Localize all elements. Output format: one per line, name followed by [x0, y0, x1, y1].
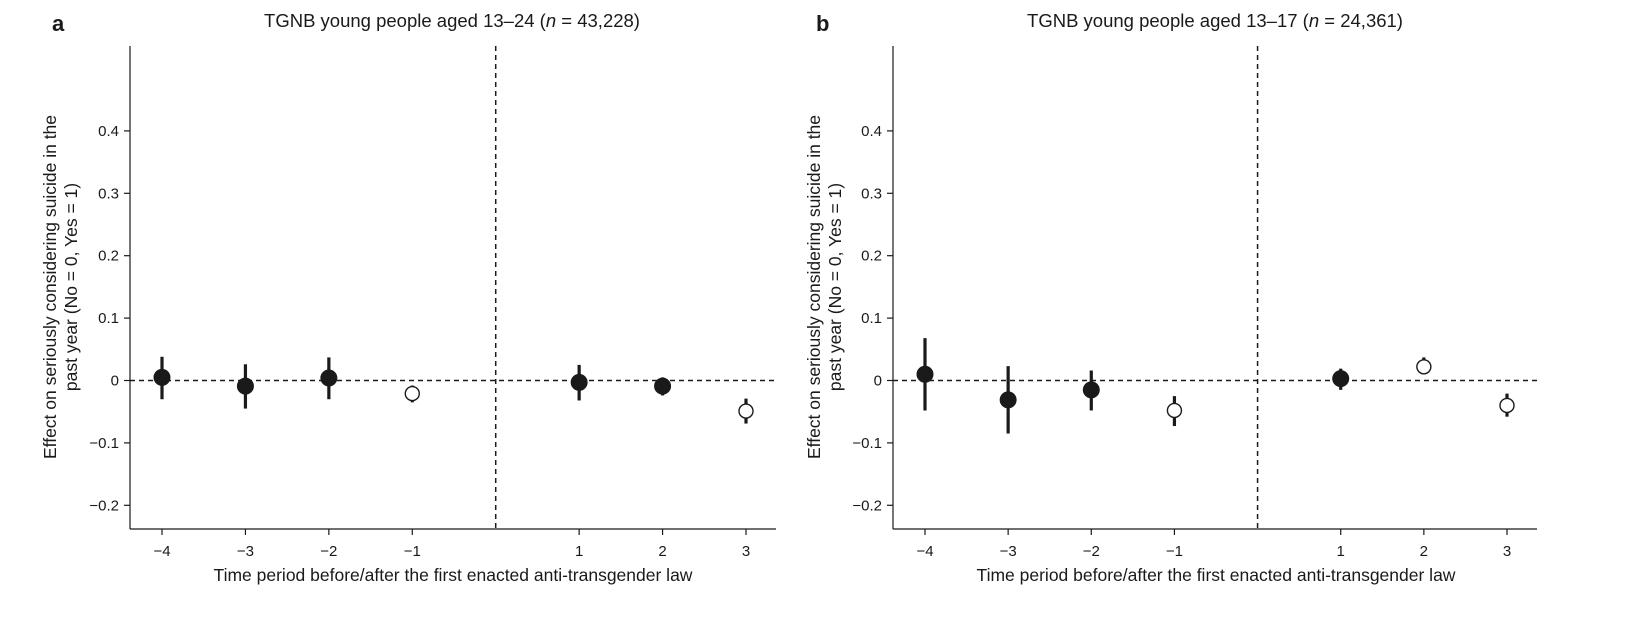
y-tick-label: −0.1: [89, 435, 119, 452]
x-tick-label: 2: [658, 543, 666, 560]
x-axis-label: Time period before/after the first enact…: [214, 565, 693, 585]
y-tick-label: 0.1: [861, 310, 882, 327]
x-tick-label: −2: [1083, 543, 1100, 560]
y-axis-label-line1: Effect on seriously considering suicide …: [40, 115, 60, 459]
y-tick-label: 0.2: [861, 248, 882, 265]
y-tick-label: 0.4: [861, 123, 882, 140]
y-axis-label-line2: past year (No = 0, Yes = 1): [825, 183, 845, 391]
y-tick-label: −0.2: [852, 497, 882, 514]
point-estimate-filled: [1082, 381, 1100, 399]
x-tick-label: 3: [742, 543, 750, 560]
panel-title: TGNB young people aged 13–24 (n = 43,228…: [264, 10, 640, 31]
panel-title-rest: = 43,228): [556, 10, 640, 31]
y-tick-label: 0.1: [98, 310, 119, 327]
y-tick-label: 0: [111, 373, 119, 390]
x-tick-label: −4: [153, 543, 170, 560]
x-tick-label: −3: [1000, 543, 1017, 560]
panel-title-n: n: [546, 10, 556, 31]
y-tick-label: 0.4: [98, 123, 119, 140]
y-tick-label: 0.3: [861, 185, 882, 202]
panel-title-n: n: [1309, 10, 1319, 31]
x-tick-label: −2: [320, 543, 337, 560]
y-axis-label-line2: past year (No = 0, Yes = 1): [61, 183, 81, 391]
panel-b: b TGNB young people aged 13–17 (n = 24,36…: [804, 10, 1537, 585]
point-estimate-filled: [320, 369, 338, 387]
point-estimate-filled: [999, 391, 1017, 409]
point-estimate-filled: [1332, 370, 1350, 388]
x-tick-label: 2: [1420, 543, 1428, 560]
x-axis-label: Time period before/after the first enact…: [977, 565, 1456, 585]
y-axis-label-line1: Effect on seriously considering suicide …: [804, 115, 824, 459]
point-estimate-open: [738, 403, 754, 419]
x-tick-label: −1: [404, 543, 421, 560]
x-tick-label: 1: [575, 543, 583, 560]
point-estimate-filled: [916, 365, 934, 383]
point-estimate-open: [404, 385, 420, 402]
x-tick-label: −4: [916, 543, 933, 560]
panel-title-main: TGNB young people aged 13–17 (: [1027, 10, 1310, 31]
y-tick-label: 0: [874, 373, 882, 390]
y-tick-label: 0.2: [98, 248, 119, 265]
point-estimate-open: [1166, 402, 1183, 419]
point-estimate-open: [1416, 359, 1432, 375]
panel-label: a: [52, 11, 65, 36]
x-tick-label: 3: [1503, 543, 1511, 560]
x-tick-label: 1: [1337, 543, 1345, 560]
panel-title-rest: = 24,361): [1319, 10, 1403, 31]
panel-label: b: [816, 11, 829, 36]
point-estimate-filled: [153, 368, 171, 386]
panel-title: TGNB young people aged 13–17 (n = 24,361…: [1027, 10, 1403, 31]
point-estimate-open: [1499, 397, 1515, 414]
x-tick-label: −1: [1166, 543, 1183, 560]
point-estimate-filled: [236, 377, 254, 395]
point-estimate-filled: [654, 377, 672, 395]
point-estimate-filled: [570, 373, 588, 391]
y-tick-label: −0.1: [852, 435, 882, 452]
y-tick-label: 0.3: [98, 185, 119, 202]
panel-title-main: TGNB young people aged 13–24 (: [264, 10, 547, 31]
panel-a: a TGNB young people aged 13–24 (n = 43,22…: [40, 10, 776, 585]
y-tick-label: −0.2: [89, 497, 119, 514]
x-tick-label: −3: [237, 543, 254, 560]
